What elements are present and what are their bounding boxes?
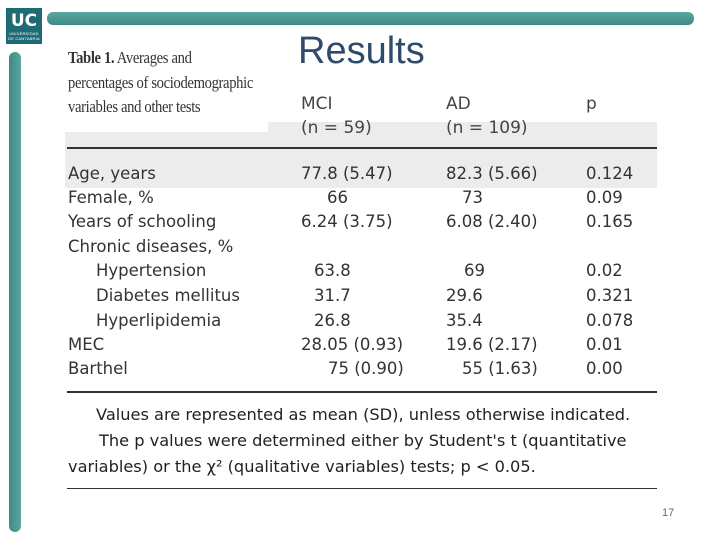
- footnote-line: variables) or the χ² (qualitative variab…: [68, 457, 536, 476]
- table-row: Hyperlipidemia 26.8 35.4 0.078: [65, 311, 657, 335]
- header-p-label: p: [586, 94, 597, 114]
- table-header-shade: [65, 122, 657, 188]
- row-mci: 26.8: [314, 311, 351, 330]
- row-mci: 75 (0.90): [328, 359, 404, 378]
- row-label: Hypertension: [96, 261, 207, 280]
- header-ad-n: (n = 109): [446, 118, 528, 138]
- header-ad-label: AD: [446, 94, 471, 114]
- slide-title: Results: [298, 30, 425, 72]
- row-mci: 77.8 (5.47): [301, 164, 393, 183]
- left-accent-bar: [9, 52, 21, 532]
- row-ad: 19.6 (2.17): [446, 335, 538, 354]
- row-mci: 66: [327, 188, 348, 207]
- caption-background: [65, 40, 268, 132]
- header-rule: [67, 147, 657, 149]
- row-p: 0.124: [586, 164, 634, 183]
- logo-subtitle: UNIVERSIDAD DE CANTABRIA: [8, 31, 40, 41]
- caption-line: variables and other tests: [68, 97, 201, 116]
- footnote-line: The p values were determined either by S…: [99, 431, 627, 450]
- header-mci-n: (n = 59): [301, 118, 372, 138]
- header-mci: MCI (n = 59): [301, 92, 372, 140]
- row-ad: 73: [462, 188, 483, 207]
- row-label: Barthel: [68, 359, 128, 378]
- row-mci: 31.7: [314, 286, 351, 305]
- caption-label: Table 1.: [68, 48, 115, 67]
- row-ad: 55 (1.63): [462, 359, 538, 378]
- row-mci: 6.24 (3.75): [301, 212, 393, 231]
- table-row: MEC 28.05 (0.93) 19.6 (2.17) 0.01: [65, 335, 657, 359]
- row-p: 0.02: [586, 261, 623, 280]
- table-row: Hypertension 63.8 69 0.02: [65, 261, 657, 285]
- row-label: Years of schooling: [68, 212, 217, 231]
- body-rule: [67, 391, 657, 393]
- row-p: 0.078: [586, 311, 634, 330]
- header-ad: AD (n = 109): [446, 92, 528, 140]
- caption-line: percentages of sociodemographic: [68, 72, 254, 92]
- row-p: 0.09: [586, 188, 623, 207]
- table-row: Chronic diseases, %: [65, 237, 657, 261]
- table-footnote: Values are represented as mean (SD), unl…: [68, 402, 658, 480]
- footnote-line: Values are represented as mean (SD), unl…: [96, 405, 631, 424]
- table-row: Barthel 75 (0.90) 55 (1.63) 0.00: [65, 359, 657, 383]
- row-ad: 29.6: [446, 286, 483, 305]
- table-row: Female, % 66 73 0.09: [65, 188, 657, 212]
- table-row: Years of schooling 6.24 (3.75) 6.08 (2.4…: [65, 212, 657, 236]
- row-p: 0.165: [586, 212, 634, 231]
- row-label: Diabetes mellitus: [96, 286, 240, 305]
- results-table: Table 1. Averages and percentages of soc…: [65, 40, 657, 495]
- row-p: 0.00: [586, 359, 623, 378]
- footer-rule: [67, 488, 657, 489]
- row-label: MEC: [68, 335, 105, 354]
- top-accent-bar: [47, 12, 694, 25]
- table-row: Age, years 77.8 (5.47) 82.3 (5.66) 0.124: [65, 164, 657, 188]
- row-mci: 63.8: [314, 261, 351, 280]
- header-p: p: [586, 92, 597, 116]
- row-p: 0.01: [586, 335, 623, 354]
- row-ad: 69: [464, 261, 485, 280]
- row-p: 0.321: [586, 286, 634, 305]
- table-caption: Table 1. Averages and percentages of soc…: [68, 46, 254, 120]
- row-ad: 82.3 (5.66): [446, 164, 538, 183]
- logo-mark: UC: [10, 11, 38, 31]
- table-row: Diabetes mellitus 31.7 29.6 0.321: [65, 286, 657, 310]
- university-logo: UC UNIVERSIDAD DE CANTABRIA: [6, 8, 42, 44]
- row-mci: 28.05 (0.93): [301, 335, 404, 354]
- row-label: Female, %: [68, 188, 154, 207]
- page-number: 17: [662, 507, 675, 519]
- row-label: Age, years: [68, 164, 156, 183]
- row-ad: 35.4: [446, 311, 483, 330]
- header-mci-label: MCI: [301, 94, 333, 114]
- caption-line: Averages and: [116, 48, 192, 67]
- row-label: Hyperlipidemia: [96, 311, 222, 330]
- row-ad: 6.08 (2.40): [446, 212, 538, 231]
- row-label: Chronic diseases, %: [68, 237, 234, 256]
